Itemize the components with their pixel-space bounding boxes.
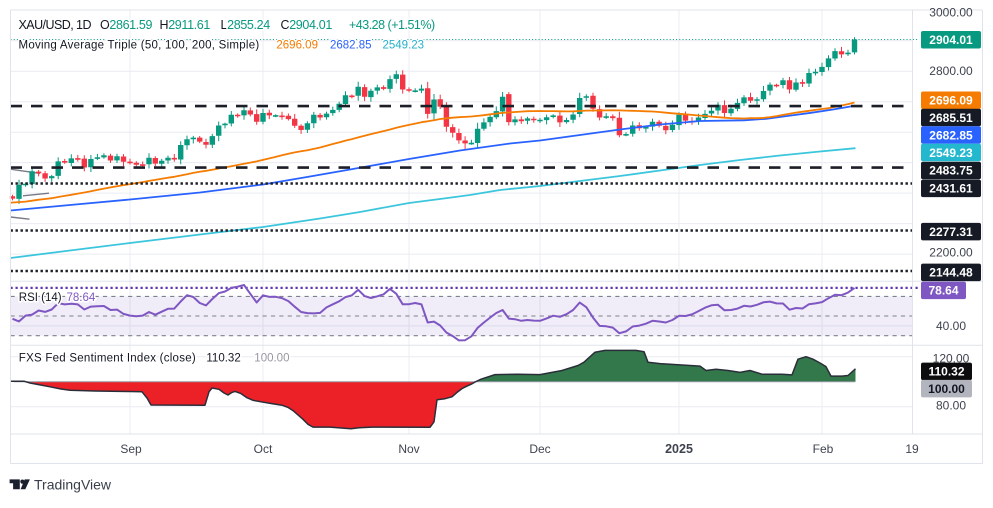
svg-text:120.00: 120.00 bbox=[933, 352, 970, 366]
svg-text:2682.85: 2682.85 bbox=[929, 128, 973, 142]
svg-text:2431.61: 2431.61 bbox=[929, 182, 973, 196]
svg-text:110.32: 110.32 bbox=[928, 365, 964, 379]
svg-text:2696.09: 2696.09 bbox=[929, 94, 973, 108]
svg-text:2200.00: 2200.00 bbox=[929, 245, 973, 259]
svg-text:2483.75: 2483.75 bbox=[929, 164, 973, 178]
svg-text:40.00: 40.00 bbox=[936, 319, 966, 333]
svg-text:80.00: 80.00 bbox=[936, 398, 966, 412]
svg-text:Nov: Nov bbox=[398, 442, 419, 456]
svg-text:100.00: 100.00 bbox=[928, 382, 965, 396]
svg-text:2144.48: 2144.48 bbox=[929, 266, 973, 280]
svg-text:19: 19 bbox=[905, 442, 919, 456]
svg-text:2549.23: 2549.23 bbox=[929, 146, 973, 160]
svg-text:2685.51: 2685.51 bbox=[929, 111, 973, 125]
svg-text:2277.31: 2277.31 bbox=[929, 225, 973, 239]
svg-text:Moving Average Triple (50, 100: Moving Average Triple (50, 100, 200, Sim… bbox=[19, 40, 425, 52]
svg-text:78.64: 78.64 bbox=[928, 284, 958, 298]
svg-text:2904.01: 2904.01 bbox=[929, 33, 973, 47]
svg-text:Sep: Sep bbox=[120, 442, 142, 456]
svg-text:Oct: Oct bbox=[254, 442, 273, 456]
svg-text:TradingView: TradingView bbox=[34, 477, 112, 493]
svg-text:FXS Fed Sentiment Index (close: FXS Fed Sentiment Index (close) 110.32 100… bbox=[19, 353, 290, 365]
svg-text:Dec: Dec bbox=[529, 442, 550, 456]
svg-text:2800.00: 2800.00 bbox=[929, 64, 973, 78]
svg-text:RSI (14)78.64: RSI (14) 78.64 bbox=[19, 292, 96, 304]
svg-text:3000.00: 3000.00 bbox=[929, 6, 973, 20]
svg-text:Feb: Feb bbox=[813, 442, 834, 456]
svg-text:2025: 2025 bbox=[665, 442, 693, 456]
